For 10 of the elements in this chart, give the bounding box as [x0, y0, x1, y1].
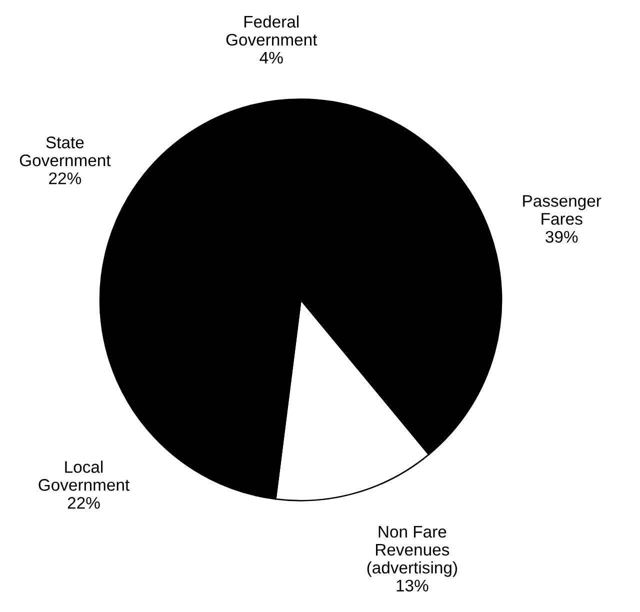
slice-label: Federal Government [226, 15, 318, 46]
slice-label: Passenger Fares [523, 195, 602, 225]
data-label: 4% [260, 52, 283, 64]
slice-label: Non Fare Revenues (advertising) [367, 526, 457, 577]
slice-label: State Government [20, 136, 111, 166]
slice-label: Local Government [38, 460, 130, 491]
data-label: 22% [68, 497, 100, 509]
data-label: 22% [49, 172, 82, 184]
data-label: 13% [396, 580, 428, 592]
data-label: 39% [546, 230, 578, 243]
